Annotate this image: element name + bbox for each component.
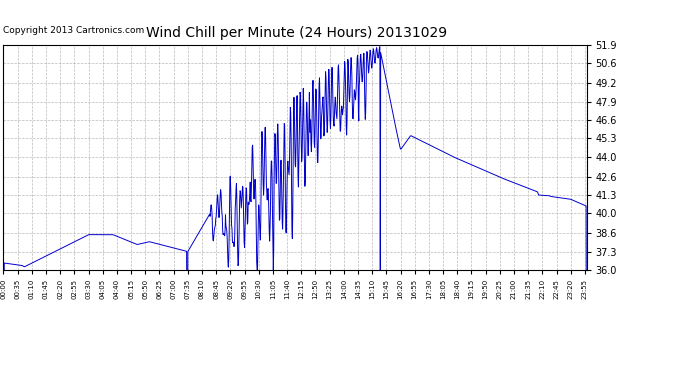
Text: Wind Chill per Minute (24 Hours) 20131029: Wind Chill per Minute (24 Hours) 2013102… xyxy=(146,26,447,40)
Text: Temperature  (°F): Temperature (°F) xyxy=(595,33,680,44)
Text: Copyright 2013 Cartronics.com: Copyright 2013 Cartronics.com xyxy=(3,26,145,35)
